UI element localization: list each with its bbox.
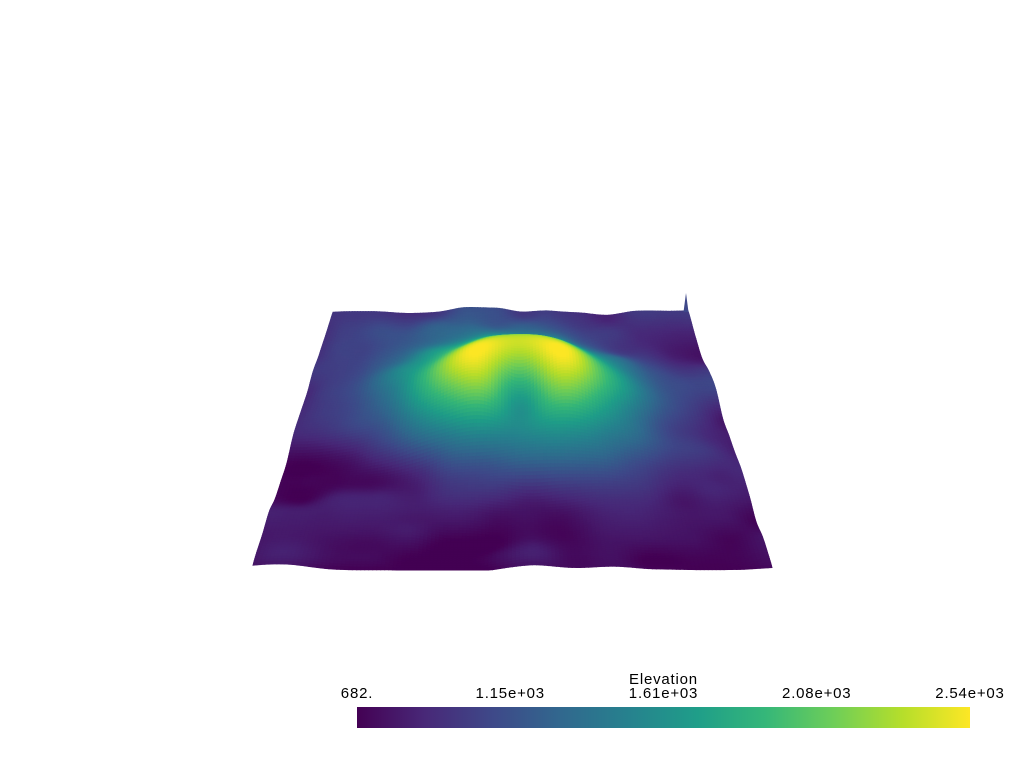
scalar-bar-tick-label: 682. [340,685,374,702]
terrain-surface-plot[interactable] [230,278,790,578]
scalar-bar-tick-label: 2.08e+03 [782,685,852,702]
scalar-bar-title: Elevation [629,671,698,688]
scalar-bar-ticks: 682. 1.15e+03 1.61e+03 2.08e+03 2.54e+03 [341,685,1004,702]
scalar-bar: Elevation 682. 1.15e+03 1.61e+03 2.08e+0… [341,671,1004,731]
scalar-bar-tick-label: 2.54e+03 [935,685,1005,702]
scalar-bar-tick-label: 1.15e+03 [475,685,545,702]
scalar-bar-tick-label: 1.61e+03 [628,685,699,702]
scalar-bar-gradient [357,707,970,728]
